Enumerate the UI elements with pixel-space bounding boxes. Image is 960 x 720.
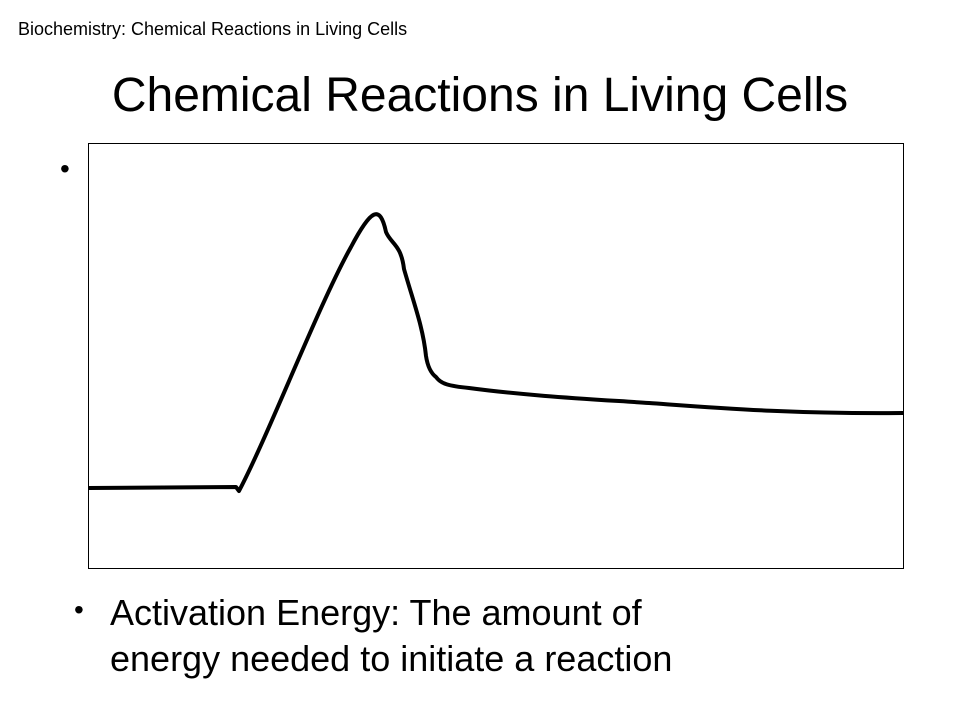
energy-graph bbox=[89, 212, 903, 493]
slide-title: Chemical Reactions in Living Cells bbox=[111, 69, 849, 122]
energy-profile-curve bbox=[89, 212, 903, 493]
energy-graph-frame bbox=[88, 143, 904, 569]
activation-energy-definition: Activation Energy: The amount of energy … bbox=[110, 590, 870, 682]
bullet-icon: • bbox=[60, 153, 70, 184]
header-text: Biochemistry: Chemical Reactions in Livi… bbox=[18, 19, 408, 39]
definition-line-1: Activation Energy: The amount of bbox=[110, 592, 642, 633]
bullet-icon: • bbox=[74, 594, 84, 625]
definition-line-2: energy needed to initiate a reaction bbox=[110, 638, 673, 679]
